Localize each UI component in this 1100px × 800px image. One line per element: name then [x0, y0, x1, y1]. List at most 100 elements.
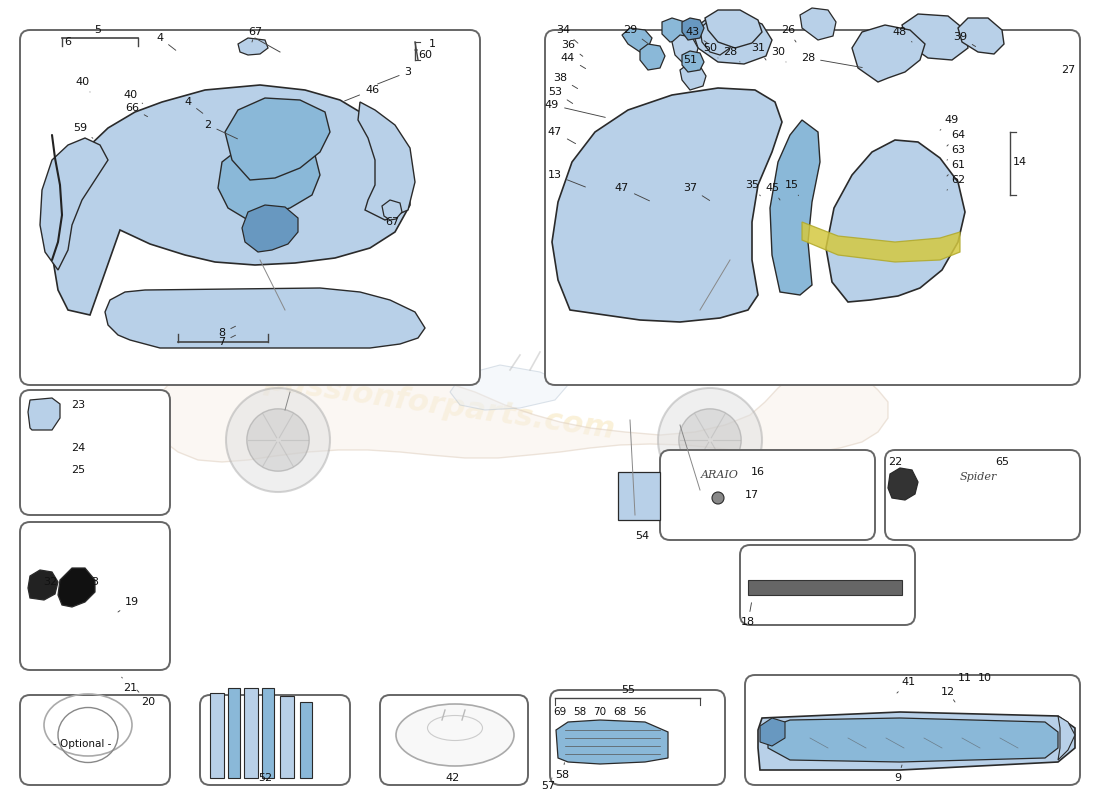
Polygon shape [800, 8, 836, 40]
Text: 3: 3 [377, 67, 411, 84]
Polygon shape [682, 18, 704, 40]
Text: 44: 44 [561, 53, 585, 69]
Text: 36: 36 [561, 40, 583, 56]
Ellipse shape [226, 388, 330, 492]
Text: 39: 39 [953, 32, 976, 46]
Text: 28: 28 [801, 53, 862, 67]
Ellipse shape [396, 704, 514, 766]
Polygon shape [58, 568, 95, 607]
Text: 40: 40 [123, 90, 143, 103]
Polygon shape [662, 18, 688, 42]
Text: 13: 13 [548, 170, 585, 187]
Polygon shape [552, 88, 782, 322]
Text: 65: 65 [996, 457, 1009, 467]
Text: 48: 48 [893, 27, 912, 42]
Text: 14: 14 [1013, 157, 1027, 167]
FancyBboxPatch shape [379, 695, 528, 785]
Bar [244, 688, 258, 778]
Polygon shape [104, 288, 425, 348]
FancyBboxPatch shape [886, 450, 1080, 540]
Text: 9: 9 [894, 765, 902, 783]
FancyBboxPatch shape [740, 545, 915, 625]
Text: 23: 23 [70, 400, 85, 410]
Polygon shape [242, 205, 298, 252]
Polygon shape [700, 20, 732, 55]
Text: 1: 1 [429, 39, 436, 49]
Polygon shape [682, 51, 704, 72]
Bar [300, 702, 312, 778]
Text: 49: 49 [940, 115, 959, 130]
Polygon shape [640, 44, 666, 70]
Polygon shape [556, 720, 668, 764]
Polygon shape [148, 360, 888, 462]
FancyBboxPatch shape [660, 450, 874, 540]
Text: - Optional -: - Optional - [53, 739, 111, 749]
Polygon shape [382, 200, 402, 220]
Text: 26: 26 [781, 25, 796, 42]
Polygon shape [958, 18, 1004, 54]
Polygon shape [802, 222, 960, 262]
Text: 62: 62 [947, 175, 965, 190]
Text: 61: 61 [947, 160, 965, 176]
Text: 63: 63 [947, 145, 965, 160]
Text: 32: 32 [43, 577, 57, 587]
Text: 66: 66 [125, 103, 147, 117]
Text: 19: 19 [118, 597, 139, 612]
Ellipse shape [50, 440, 66, 456]
Text: 20: 20 [136, 690, 155, 707]
Text: 58: 58 [554, 762, 569, 780]
FancyBboxPatch shape [20, 695, 170, 785]
Text: 52: 52 [257, 773, 272, 783]
Polygon shape [888, 468, 918, 500]
Text: 24: 24 [70, 443, 85, 453]
Text: 30: 30 [771, 47, 786, 62]
Ellipse shape [246, 409, 309, 471]
Text: 15: 15 [785, 180, 799, 196]
Polygon shape [758, 712, 1075, 770]
Text: 67: 67 [248, 27, 262, 42]
FancyBboxPatch shape [544, 30, 1080, 385]
Polygon shape [28, 570, 58, 600]
Text: 5: 5 [95, 25, 101, 35]
Text: 34: 34 [556, 25, 578, 43]
Text: 59: 59 [73, 123, 92, 138]
Text: 67: 67 [385, 217, 399, 227]
Polygon shape [902, 14, 968, 60]
Polygon shape [770, 120, 820, 295]
Polygon shape [705, 10, 762, 48]
Text: 4: 4 [185, 97, 202, 114]
Polygon shape [226, 98, 330, 180]
Polygon shape [40, 138, 108, 270]
Text: 10: 10 [978, 673, 992, 683]
FancyBboxPatch shape [20, 30, 480, 385]
Text: 29: 29 [623, 25, 648, 43]
Text: ARAIO: ARAIO [701, 470, 739, 480]
FancyBboxPatch shape [20, 390, 170, 515]
Text: 2: 2 [205, 120, 238, 139]
Text: 58: 58 [573, 707, 586, 717]
Polygon shape [621, 28, 652, 52]
Text: 33: 33 [85, 577, 99, 587]
Text: Spider: Spider [959, 472, 997, 482]
Polygon shape [358, 102, 415, 220]
Text: 11: 11 [958, 673, 972, 683]
Text: 49: 49 [544, 100, 605, 118]
Text: 64: 64 [947, 130, 965, 146]
Text: 27: 27 [1060, 65, 1075, 75]
Text: 53: 53 [548, 87, 573, 103]
Text: 7: 7 [219, 335, 235, 347]
Ellipse shape [712, 492, 724, 504]
Text: 12: 12 [940, 687, 955, 702]
Bar [210, 693, 224, 778]
FancyBboxPatch shape [200, 695, 350, 785]
Text: 8: 8 [219, 326, 235, 338]
Ellipse shape [658, 388, 762, 492]
Text: 47: 47 [548, 127, 575, 144]
Polygon shape [748, 580, 902, 595]
Polygon shape [450, 365, 568, 410]
Polygon shape [768, 718, 1058, 762]
Text: 57: 57 [541, 778, 556, 791]
Text: 41: 41 [896, 677, 915, 693]
Text: 38: 38 [553, 73, 578, 89]
Text: 37: 37 [683, 183, 710, 201]
